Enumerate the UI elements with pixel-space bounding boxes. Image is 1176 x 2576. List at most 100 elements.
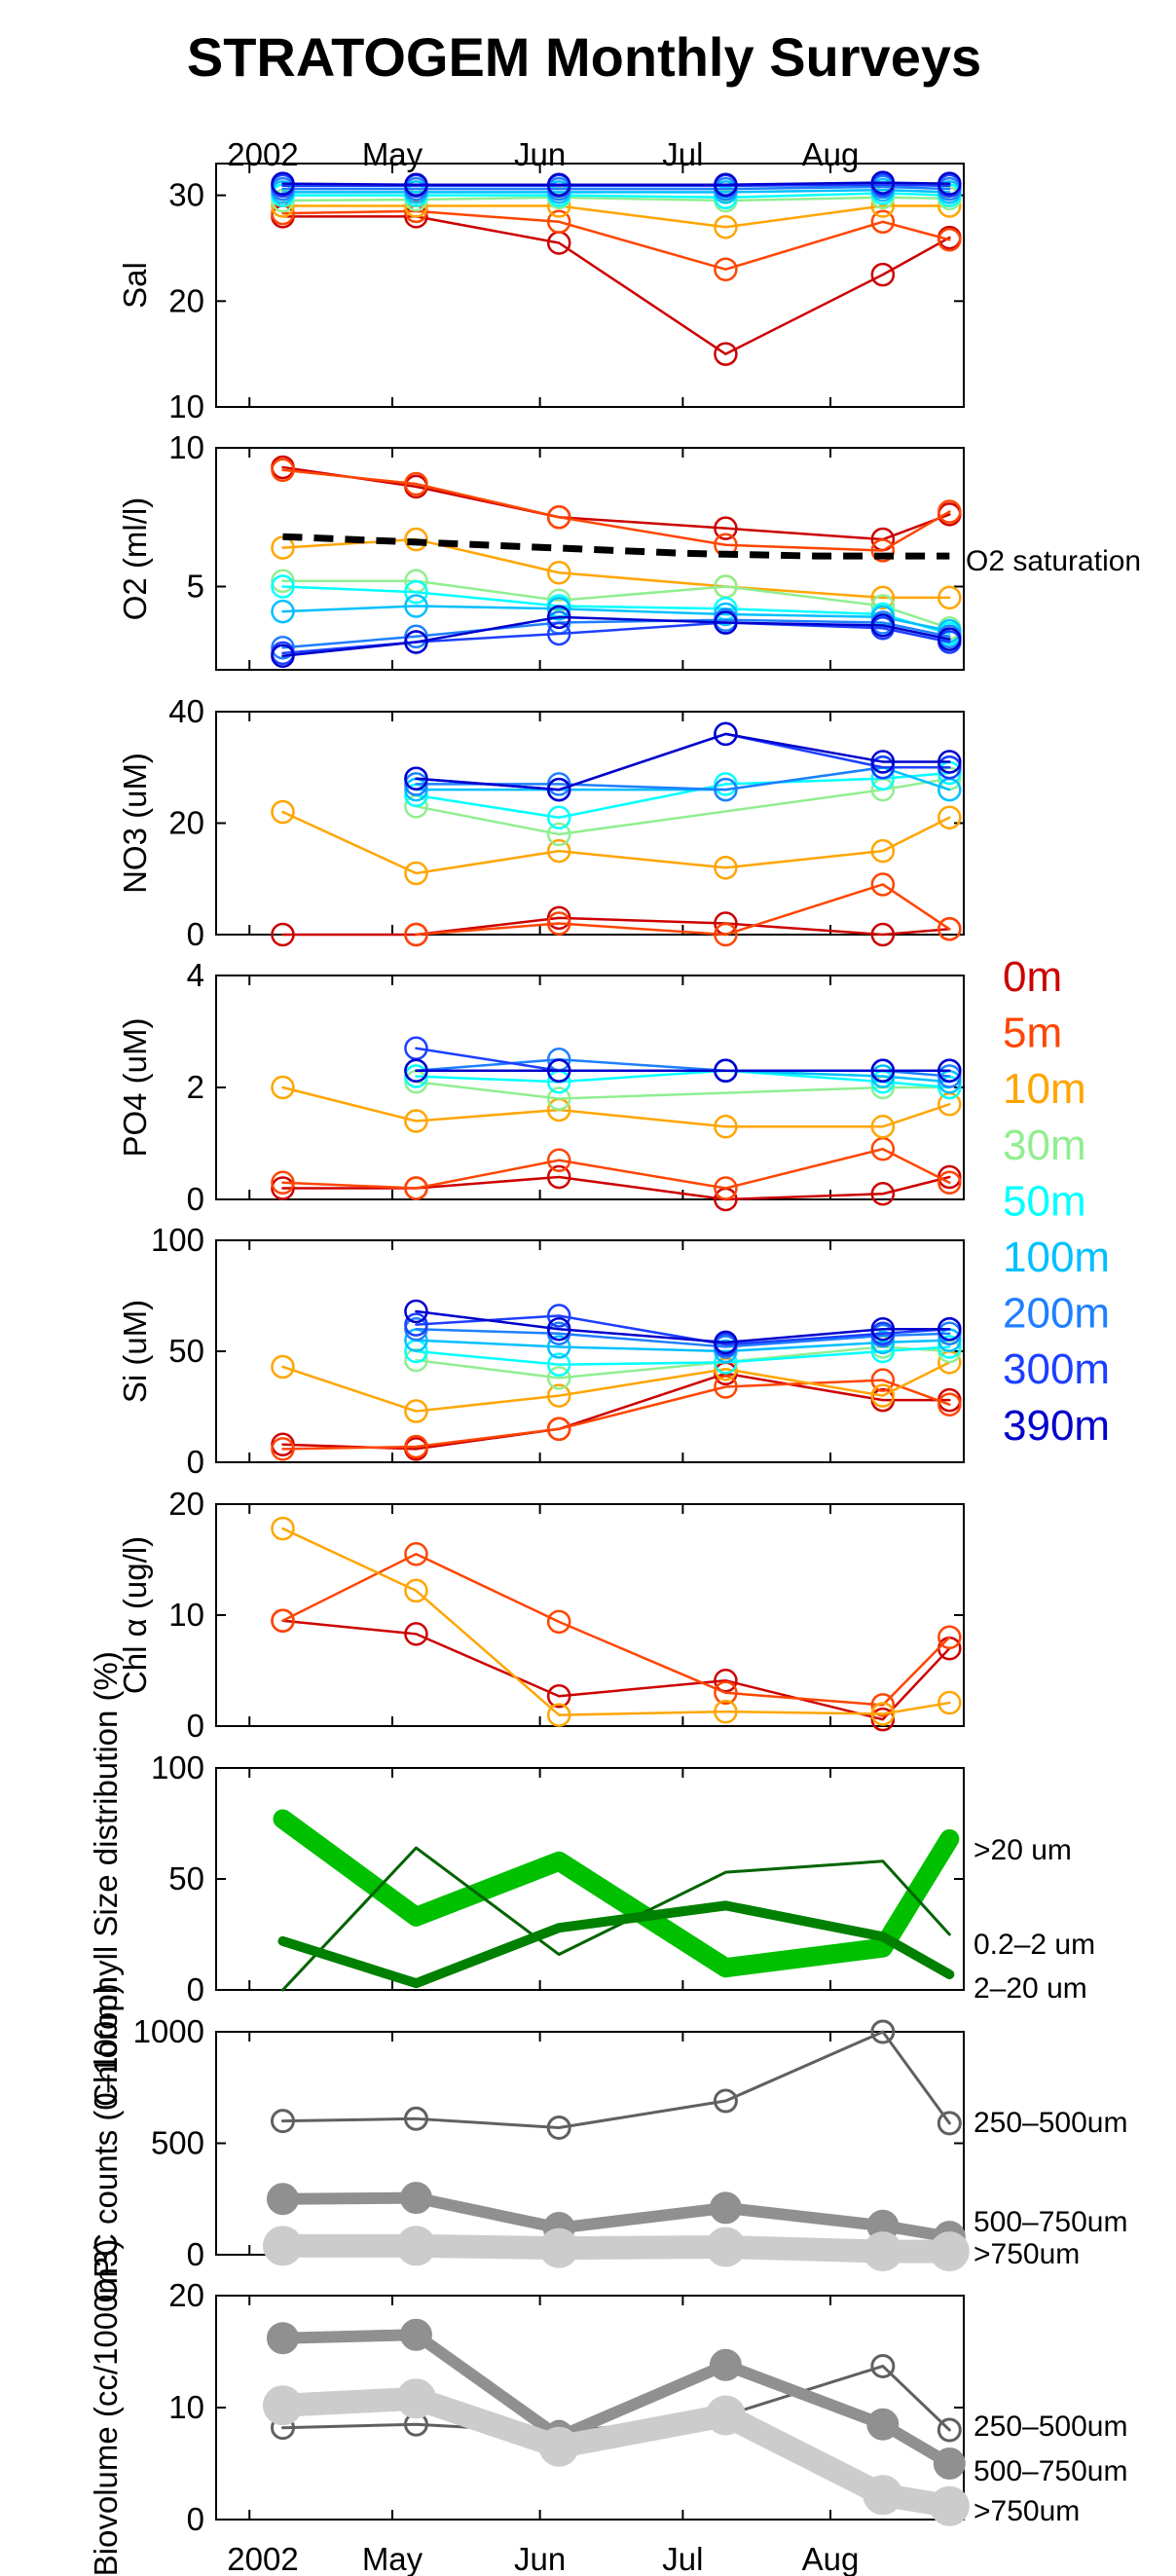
- data-point: [404, 1299, 428, 1324]
- data-point: [870, 209, 896, 235]
- panel-6: 0 10 20 Chl α (ug/l): [117, 1486, 965, 1744]
- data-point: [714, 342, 738, 366]
- series-line: [415, 1327, 951, 1348]
- data-point: [546, 1335, 571, 1359]
- data-point: [937, 499, 962, 524]
- data-point: [714, 172, 738, 197]
- y-tick-label: 0: [187, 2501, 204, 2537]
- data-point: [546, 1316, 571, 1342]
- series-line: [281, 209, 951, 271]
- y-tick-label: 50: [168, 1860, 204, 1896]
- data-point: [546, 838, 571, 864]
- data-point: [714, 922, 738, 947]
- series-line: [281, 188, 951, 194]
- bottom-tick-label: May: [362, 2541, 423, 2576]
- data-point: [870, 1330, 896, 1355]
- data-point: [870, 1058, 896, 1083]
- data-point: [933, 2447, 966, 2480]
- data-point: [546, 911, 571, 936]
- data-point: [262, 2226, 303, 2266]
- data-point: [937, 1064, 962, 1088]
- series-label: 500–750um: [974, 2455, 1127, 2487]
- y-tick-label: 500: [151, 2125, 204, 2161]
- data-point: [709, 2348, 742, 2381]
- data-point: [404, 1109, 428, 1133]
- data-point: [271, 1075, 295, 1100]
- legend-item-5m: 5m: [1003, 1010, 1062, 1057]
- y-axis-label: Biovolume (cc/1000m3): [88, 2239, 124, 2576]
- y-tick-label: 0: [187, 2236, 204, 2272]
- y-tick-label: 0: [187, 916, 204, 952]
- axes-frame: [215, 447, 965, 671]
- axes-frame: [215, 1239, 965, 1463]
- y-tick-label: 0: [187, 1971, 204, 2007]
- data-point: [546, 605, 571, 630]
- data-point: [404, 772, 428, 796]
- data-point: [870, 170, 896, 195]
- data-point: [714, 257, 738, 281]
- y-tick-label: 100: [151, 1222, 204, 1258]
- data-point: [937, 755, 962, 780]
- data-point: [870, 872, 896, 897]
- y-tick-label: 5: [187, 569, 204, 605]
- data-point: [546, 822, 571, 847]
- y-tick-label: 10: [168, 2389, 204, 2425]
- data-point: [404, 579, 428, 605]
- legend-item-100m: 100m: [1003, 1233, 1110, 1281]
- series-line: [415, 1081, 951, 1100]
- data-point: [266, 2183, 299, 2216]
- y-axis-label: Sal: [117, 262, 153, 309]
- data-point: [403, 2106, 428, 2131]
- data-point: [870, 2353, 896, 2378]
- data-point: [546, 1086, 571, 1111]
- series-label: 500–750um: [974, 2206, 1127, 2238]
- data-point: [713, 2088, 738, 2114]
- y-tick-label: 50: [168, 1333, 204, 1369]
- y-tick-label: 20: [168, 805, 204, 841]
- data-point: [404, 922, 428, 947]
- data-point: [546, 777, 571, 802]
- data-point: [714, 772, 738, 796]
- data-point: [937, 1058, 962, 1083]
- data-point: [705, 2226, 746, 2267]
- data-point: [937, 1625, 962, 1650]
- data-point: [271, 644, 295, 668]
- y-tick-label: 0: [187, 1444, 204, 1480]
- data-point: [870, 1368, 896, 1392]
- data-point: [395, 2226, 436, 2266]
- o2-saturation-line: [282, 533, 950, 560]
- series-line: [281, 185, 951, 191]
- data-point: [714, 1375, 738, 1399]
- data-point: [546, 1304, 571, 1328]
- y-tick-label: 20: [168, 282, 204, 318]
- data-point: [870, 538, 896, 563]
- data-point: [937, 1335, 962, 1359]
- data-point: [870, 1115, 896, 1139]
- axes-frame: [215, 711, 965, 936]
- series-line: [281, 1372, 951, 1451]
- data-point: [271, 458, 295, 483]
- y-tick-label: 1000: [133, 2013, 204, 2049]
- panel-3: 0 20 40 NO3 (uM): [117, 693, 965, 952]
- data-point: [937, 917, 962, 941]
- data-point: [714, 1176, 738, 1200]
- data-point: [870, 1383, 896, 1408]
- series-line: [415, 732, 951, 791]
- top-x-axis: 2002 May Jun Jul Aug: [227, 136, 859, 172]
- data-point: [714, 516, 738, 540]
- data-point: [404, 172, 428, 197]
- y-tick-label: 10: [168, 1597, 204, 1633]
- data-point: [546, 1058, 571, 1083]
- series-line: [281, 1527, 951, 1716]
- bottom-tick-label: Aug: [802, 2541, 860, 2576]
- data-point: [404, 1434, 428, 1459]
- legend-item-30m: 30m: [1003, 1122, 1086, 1169]
- series-line: [281, 1361, 951, 1413]
- data-point: [546, 1383, 571, 1408]
- series-label: >20 um: [974, 1834, 1072, 1866]
- series-line: [281, 468, 951, 552]
- series-line: [281, 465, 951, 541]
- data-point: [399, 2318, 432, 2351]
- series-line: [281, 196, 951, 202]
